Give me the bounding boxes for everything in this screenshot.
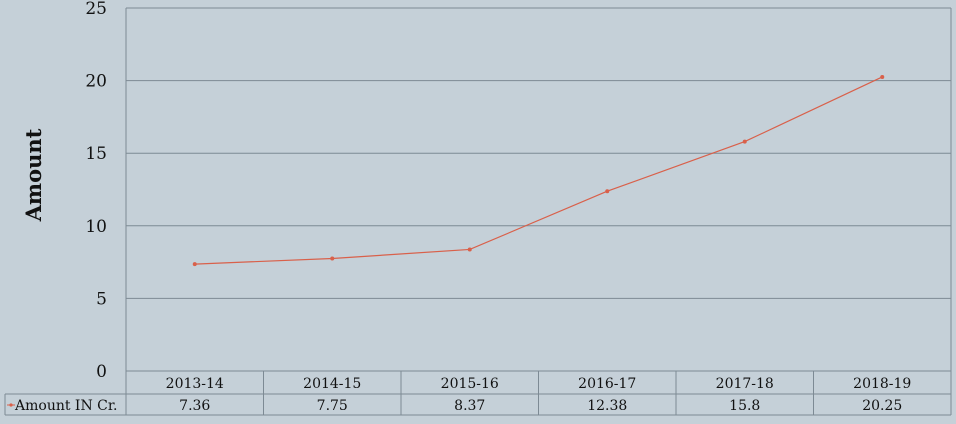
x-category-label: 2014-15 [303,376,361,392]
y-tick-label: 15 [85,144,107,164]
data-table: 2013-14 7.36 2014-15 7.75 2015-16 8.37 2016-17… [4,370,952,416]
x-category-label: 2017-18 [716,376,774,392]
y-axis-title: Amount [21,128,46,222]
table-value-cell: 20.25 [862,398,902,414]
y-tick-label: 20 [85,72,107,92]
y-tick-label: 25 [85,0,107,19]
table-value-cell: 12.38 [587,398,627,414]
table-value-cell: 7.36 [179,398,210,414]
data-point [192,262,197,267]
y-tick-labels: 0 5 10 15 20 25 [85,0,107,382]
table-value-cell: 7.75 [317,398,348,414]
series-line-group [192,74,885,267]
y-tick-label: 10 [85,217,107,237]
y-tick-label: 0 [96,362,107,382]
data-point [605,189,610,194]
x-category-label: 2018-19 [853,376,911,392]
x-category-label: 2013-14 [166,376,224,392]
table-value-cell: 15.8 [729,398,760,414]
data-point [742,139,747,144]
data-point [880,74,885,79]
y-tick-label: 5 [96,289,107,309]
legend-series-name: Amount IN Cr. [14,398,117,414]
x-category-label: 2015-16 [441,376,499,392]
data-point [467,247,472,252]
y-gridlines [125,7,952,371]
series-line [194,76,883,265]
data-point [330,256,335,261]
table-value-cell: 8.37 [454,398,485,414]
x-category-label: 2016-17 [578,376,636,392]
legend-marker-key [9,403,13,407]
